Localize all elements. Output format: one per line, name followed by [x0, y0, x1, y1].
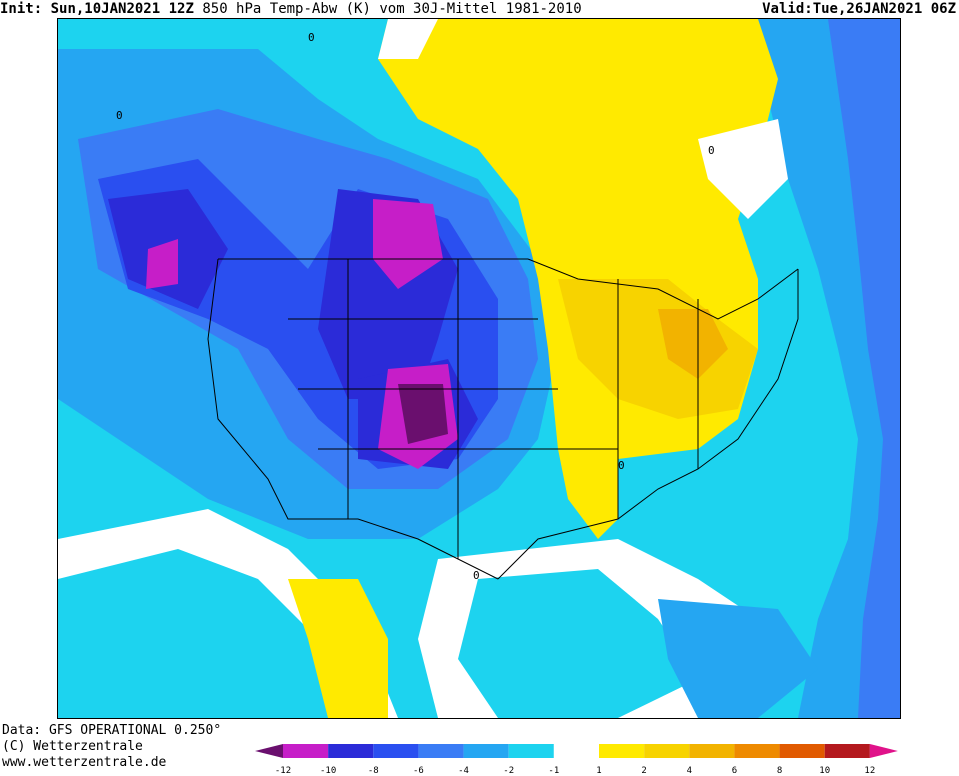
contour-label: 0 [116, 109, 123, 122]
init-date: Sun,10JAN2021 [50, 1, 161, 17]
contour-labels: 0 0 0 0 0 [116, 31, 715, 582]
legend-swatch [689, 744, 735, 758]
legend-tick-label: 6 [732, 766, 737, 776]
near-zero-band [698, 119, 788, 219]
legend-swatch [328, 744, 374, 758]
gulf-of-mexico-cold-area [458, 569, 698, 718]
legend-tick-label: 12 [864, 766, 875, 776]
contour-label: 0 [708, 144, 715, 157]
header-init: Init: Sun,10JAN2021 12Z 850 hPa Temp-Abw… [0, 0, 582, 18]
contour-label: 0 [618, 459, 625, 472]
product-title: 850 hPa Temp-Abw (K) vom 30J-Mittel 1981… [202, 1, 582, 17]
legend-tick-label: -1 [548, 766, 559, 776]
legend-tick-label: 1 [596, 766, 601, 776]
us-west-coast-border [207, 258, 499, 580]
near-zero-band [378, 19, 438, 59]
legend-swatch [599, 744, 645, 758]
legend-tick-label: 4 [687, 766, 692, 776]
baja-warm-area [288, 579, 388, 718]
legend-swatch [463, 744, 509, 758]
valid-label: Valid: [762, 1, 813, 17]
legend-tick-label: 2 [641, 766, 646, 776]
atlantic-deeper-anomaly-area [828, 19, 900, 718]
legend-tick-label: 8 [777, 766, 782, 776]
legend-swatch [734, 744, 780, 758]
legend-tick-label: 10 [819, 766, 830, 776]
valid-time: Tue,26JAN2021 06Z [812, 1, 956, 17]
legend-tick-label: -6 [413, 766, 424, 776]
ohio-valley-warmer-area [658, 309, 728, 379]
contour-label: 0 [473, 569, 480, 582]
legend-tick-label: -8 [368, 766, 379, 776]
legend-tick-label: -12 [275, 766, 291, 776]
legend-swatch [824, 744, 870, 758]
map-canvas: 0 0 0 0 0 [58, 19, 900, 718]
pacific-south-cold-area [58, 549, 378, 718]
legend-swatch [418, 744, 464, 758]
contour-label: 0 [308, 31, 315, 44]
website-link[interactable]: www.wetterzentrale.de [2, 755, 167, 770]
legend-arrow-low [255, 744, 283, 758]
great-lakes-border [527, 258, 799, 320]
us-south-east-coast [497, 269, 799, 580]
caribbean-cold-area [658, 599, 818, 718]
legend-tick-label: -10 [320, 766, 336, 776]
legend-swatch [283, 744, 329, 758]
init-hour: 12Z [168, 1, 194, 17]
init-label: Init: [0, 1, 43, 17]
legend-swatch [508, 744, 554, 758]
anomaly-map: 0 0 0 0 0 [57, 18, 901, 719]
header-valid: Valid:Tue,26JAN2021 06Z [762, 0, 956, 18]
legend-tick-label: -2 [503, 766, 514, 776]
pacific-magenta-core [146, 239, 178, 289]
color-legend: -12 -10 -8 -6 -4 -2 -1 1 2 4 6 8 10 12 [255, 744, 898, 776]
legend-tick-label: -4 [458, 766, 469, 776]
montana-magenta-core [373, 199, 443, 289]
data-source-note: Data: GFS OPERATIONAL 0.250° [2, 723, 222, 738]
borders [207, 258, 799, 580]
legend-arrow-high [869, 744, 898, 758]
copyright-note: (C) Wetterzentrale [2, 739, 143, 754]
colorado-purple-core [398, 384, 448, 444]
legend-swatch [644, 744, 690, 758]
legend-swatch [553, 744, 599, 758]
legend-swatch [779, 744, 825, 758]
legend-swatch [373, 744, 419, 758]
